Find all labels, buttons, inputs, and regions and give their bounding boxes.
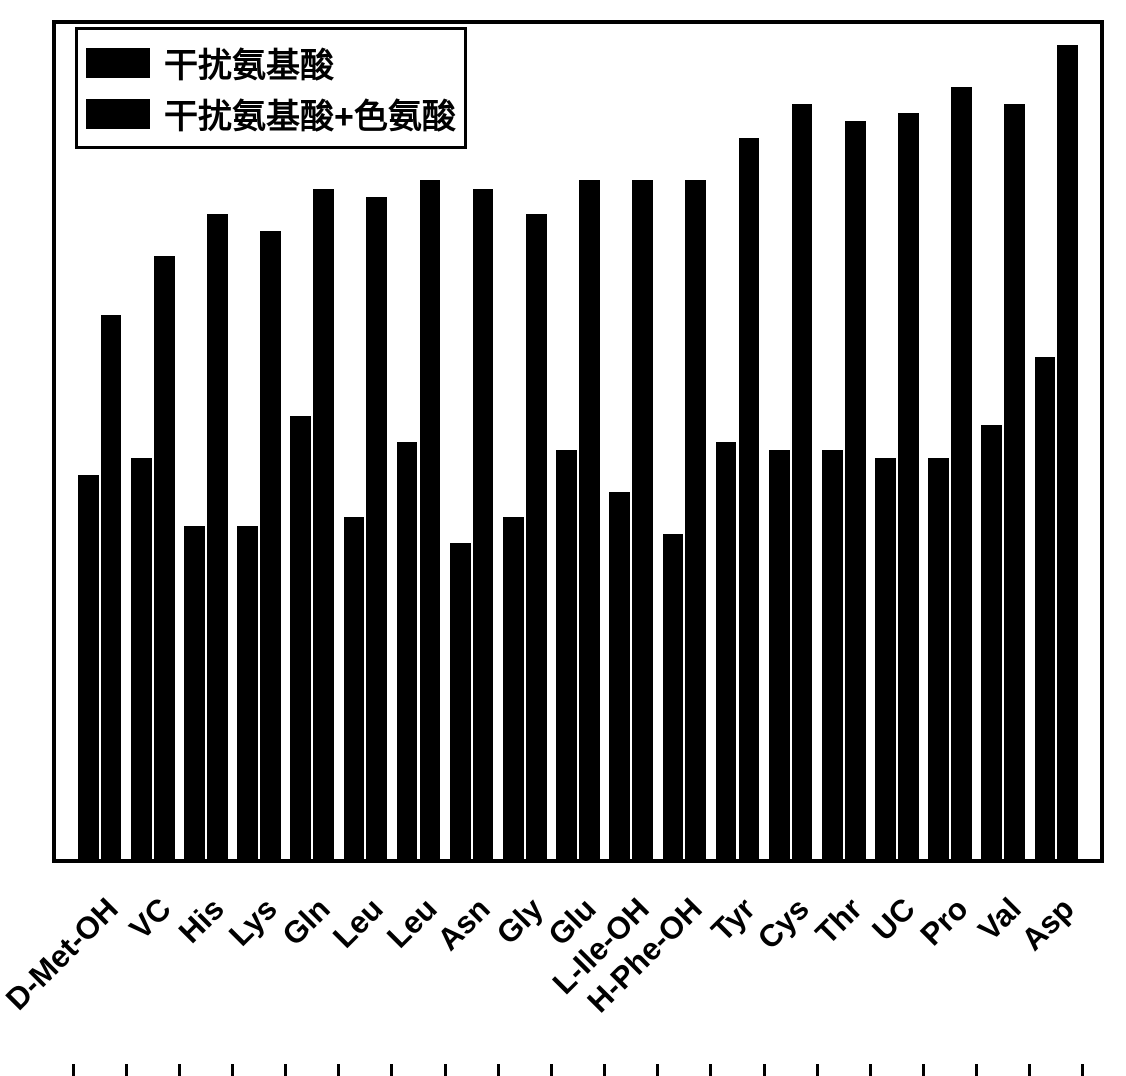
- bar: [609, 492, 630, 863]
- bar: [1057, 45, 1078, 863]
- bar: [237, 526, 258, 863]
- plot-area: 干扰氨基酸干扰氨基酸+色氨酸: [52, 20, 1104, 863]
- x-tick-label: Val: [972, 891, 1029, 948]
- legend-swatch: [86, 48, 150, 78]
- bar: [101, 315, 122, 863]
- bar: [1004, 104, 1025, 863]
- bar: [503, 517, 524, 863]
- x-tick-label: Tyr: [705, 891, 763, 949]
- x-tick-label: Gln: [276, 891, 338, 953]
- bar: [420, 180, 441, 863]
- bar: [685, 180, 706, 863]
- x-tick-label: D-Met-OH: [0, 891, 125, 1018]
- bar: [716, 442, 737, 864]
- legend-swatch: [86, 99, 150, 129]
- bar: [822, 450, 843, 863]
- x-tick-label: Gly: [490, 891, 551, 952]
- bar: [556, 450, 577, 863]
- bar: [898, 113, 919, 863]
- legend-label: 干扰氨基酸+色氨酸: [164, 89, 456, 138]
- x-tick-label: Thr: [808, 891, 869, 952]
- bar: [184, 526, 205, 863]
- legend-item: 干扰氨基酸+色氨酸: [86, 89, 456, 138]
- interference-amino-acid-bar-chart: 干扰氨基酸干扰氨基酸+色氨酸 D-Met-OHVCHisLysGlnLeuLeu…: [0, 0, 1126, 1064]
- x-tick-label: Leu: [380, 891, 444, 955]
- bar: [632, 180, 653, 863]
- x-tick-label: Lys: [222, 891, 284, 953]
- bar: [1035, 357, 1056, 863]
- x-tick-label: VC: [122, 891, 178, 947]
- bar: [397, 442, 418, 864]
- bar: [739, 138, 760, 863]
- bar: [981, 425, 1002, 863]
- x-axis-ticks: D-Met-OHVCHisLysGlnLeuLeuAsnGlyGluL-Ile-…: [52, 863, 1104, 1064]
- bar: [526, 214, 547, 863]
- bar: [473, 189, 494, 863]
- bar: [845, 121, 866, 863]
- bar: [154, 256, 175, 863]
- x-tick-label: Cys: [750, 891, 816, 957]
- bar: [344, 517, 365, 863]
- x-tick-label: Leu: [326, 891, 390, 955]
- legend-item: 干扰氨基酸: [86, 38, 456, 87]
- bar: [207, 214, 228, 863]
- bar: [769, 450, 790, 863]
- bar: [579, 180, 600, 863]
- bar: [951, 87, 972, 863]
- bar: [290, 416, 311, 863]
- bar: [366, 197, 387, 863]
- bar: [928, 458, 949, 863]
- bar: [792, 104, 813, 863]
- legend: 干扰氨基酸干扰氨基酸+色氨酸: [75, 27, 467, 149]
- x-tick-label: Asp: [1015, 891, 1082, 958]
- bar: [450, 543, 471, 863]
- legend-label: 干扰氨基酸: [164, 38, 334, 87]
- bar: [663, 534, 684, 863]
- bar: [131, 458, 152, 863]
- x-tick-label: His: [172, 891, 232, 951]
- x-tick-label: Asn: [430, 891, 497, 958]
- bar: [78, 475, 99, 863]
- x-tick-label: UC: [865, 891, 922, 948]
- bar: [875, 458, 896, 863]
- bar: [313, 189, 334, 863]
- bar: [260, 231, 281, 863]
- x-tick-label: Pro: [914, 891, 976, 953]
